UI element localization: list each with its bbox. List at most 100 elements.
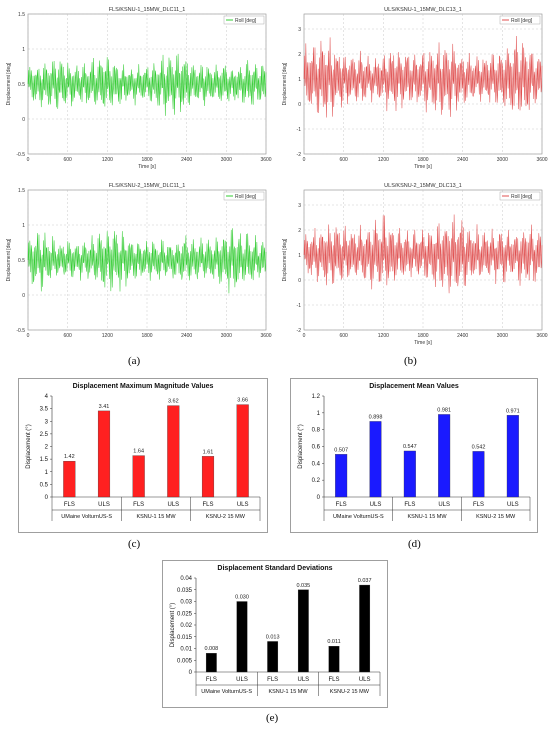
data-label: 0.542 (472, 444, 486, 450)
y-tick-label: 2 (298, 228, 301, 234)
y-tick-label: 4 (45, 394, 49, 400)
y-tick-label: 0.035 (177, 588, 193, 594)
timeseries-panel-a-bottom: FLS/KSNU-2_15MW_DLC11_1 1.5 1 0.5 0 -0.5 0 600 1… (4, 180, 272, 345)
data-label: 0.013 (266, 634, 280, 640)
category-label: FLS (133, 502, 144, 508)
data-label: 0.030 (235, 595, 249, 601)
x-tick-label: 1800 (141, 333, 152, 339)
data-label: 0.507 (334, 447, 348, 453)
y-tick-label: 0 (22, 293, 25, 299)
y-axis-label: Displacement [deg] (6, 62, 12, 105)
y-tick-label: 0 (298, 102, 301, 108)
y-tick-label: 1.5 (18, 188, 25, 194)
legend-box (499, 191, 541, 201)
chart-title: FLS/KSNU-1_15MW_DLC11_1 (109, 7, 186, 13)
y-tick-label: 0.5 (18, 258, 25, 264)
group-label: UMaine VolturnUS-S (333, 514, 384, 520)
x-tick-label: 2400 (181, 333, 192, 339)
y-axis-label: Displacement (°) (26, 424, 32, 468)
caption-b: (b) (404, 355, 417, 367)
timeseries-chart: FLS/KSNU-1_15MW_DLC11_11.510.50-0.50 600 1… (6, 7, 272, 170)
chart-title: Displacement Maximum Magnitude Values (73, 383, 214, 390)
bar (359, 584, 371, 673)
bar-chart-svg: Displacement Standard Deviations 0 0.005 0.… (162, 560, 388, 708)
data-label: 1.42 (64, 454, 75, 460)
category-label: FLS (473, 502, 484, 508)
bar-chart-svg: Displacement Mean Values 0 0.2 0.4 0.6 0.8 1 1.… (290, 378, 538, 533)
legend-label: Roll [deg] (235, 194, 257, 200)
bar (328, 646, 340, 673)
legend-label: Roll [deg] (511, 194, 533, 200)
y-tick-label: 3 (298, 203, 301, 209)
y-tick-label: 0.005 (177, 658, 193, 664)
x-tick-label: 1200 (102, 333, 113, 339)
legend-box (223, 191, 265, 201)
y-tick-label: -1 (297, 127, 302, 133)
y-tick-label: 0 (317, 495, 321, 501)
y-tick-label: 3 (45, 419, 49, 425)
y-tick-label: 3.5 (40, 407, 49, 413)
signal-line (27, 228, 267, 294)
category-label: FLS (202, 502, 213, 508)
chart-title: Displacement Standard Deviations (217, 565, 332, 572)
group-label: KSNU-2 15 MW (330, 689, 370, 695)
y-tick-label: 0 (298, 278, 301, 284)
y-tick-label: -0.5 (16, 152, 25, 158)
y-tick-label: -2 (297, 152, 302, 158)
chart-title: ULS/KSNU-2_15MW_DLC13_1 (384, 183, 462, 189)
y-tick-label: 3 (298, 27, 301, 33)
category-label: ULS (507, 502, 519, 508)
timeseries-panel-b-top: ULS/KSNU-1_15MW_DLC13_1 3 2 1 0 -1 -2 0 600 1200 1… (280, 4, 548, 170)
x-tick-label: 2400 (457, 333, 468, 339)
x-tick-label: 2400 (457, 157, 468, 163)
x-tick-label: 1200 (378, 157, 389, 163)
y-tick-label: 2 (45, 445, 49, 451)
category-label: FLS (328, 677, 339, 683)
data-label: 0.898 (369, 414, 383, 420)
y-tick-label: -0.5 (16, 328, 25, 334)
bar-chart-max: Displacement Maximum Magnitude Values 0 0.… (18, 378, 268, 533)
category-label: ULS (297, 677, 309, 683)
data-label: 3.66 (237, 398, 248, 404)
y-tick-label: 1.5 (18, 12, 25, 18)
y-tick-label: -2 (297, 328, 302, 334)
group-label: KSNU-1 15 MW (136, 514, 176, 520)
category-label: ULS (167, 502, 179, 508)
bar (297, 589, 309, 673)
category-label: ULS (359, 677, 371, 683)
x-tick-label: 0 (27, 333, 30, 339)
bar (205, 653, 217, 673)
y-tick-label: 0.8 (312, 428, 321, 434)
data-label: 0.011 (327, 639, 340, 645)
bar (167, 405, 180, 498)
chart-frame (162, 560, 388, 708)
bar-chart-svg: Displacement Maximum Magnitude Values 0 0.… (18, 378, 268, 533)
bar (403, 450, 416, 498)
x-axis-label: Time [s] (414, 340, 432, 346)
caption-e: (e) (266, 712, 279, 724)
x-tick-label: 1800 (417, 157, 428, 163)
y-tick-label: 2.5 (40, 432, 49, 438)
y-axis-label: Displacement [deg] (282, 62, 288, 105)
bar (335, 454, 348, 498)
chart-title: ULS/KSNU-1_15MW_DLC13_1 (384, 7, 462, 13)
legend-box (223, 15, 265, 25)
data-label: 0.008 (204, 646, 218, 652)
x-tick-label: 3000 (497, 157, 508, 163)
x-tick-label: 0 (27, 157, 30, 163)
x-axis-label: Time [s] (138, 164, 156, 170)
group-label: UMaine VolturnUS-S (201, 689, 252, 695)
bar (97, 410, 111, 498)
y-tick-label: 1.5 (40, 457, 49, 463)
category-label: ULS (236, 677, 248, 683)
y-axis-label: Displacement [deg] (282, 238, 288, 281)
bar (267, 641, 279, 673)
legend-label: Roll [deg] (235, 18, 257, 24)
y-tick-label: 0.5 (18, 82, 25, 88)
x-tick-label: 3600 (536, 157, 547, 163)
y-tick-label: 1 (22, 47, 25, 53)
y-tick-label: 0.5 (40, 482, 49, 488)
data-label: 3.41 (99, 404, 110, 410)
category-label: FLS (206, 677, 217, 683)
bar (236, 601, 248, 673)
